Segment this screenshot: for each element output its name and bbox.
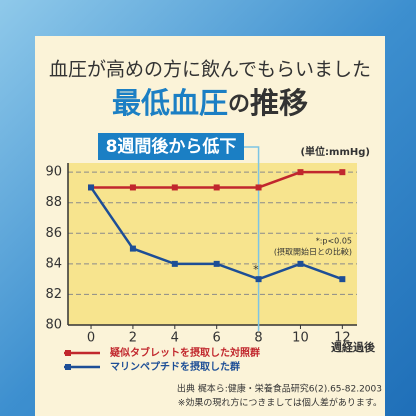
title-part: 最低血圧 bbox=[112, 86, 228, 120]
y-tick-label: 80 bbox=[45, 318, 62, 333]
data-point bbox=[339, 276, 346, 283]
legend-marker bbox=[65, 350, 71, 356]
note: *:p<0.05 bbox=[316, 237, 352, 246]
footnote: 出典 梶本ら:健康・栄養食品研究6(2).65-82.2003 bbox=[177, 383, 382, 395]
plot-area bbox=[68, 163, 357, 325]
x-tick-label: 6 bbox=[213, 331, 221, 346]
data-point bbox=[171, 184, 178, 191]
data-point bbox=[213, 260, 220, 267]
data-point bbox=[255, 184, 262, 191]
unit-label: (単位:mmHg) bbox=[300, 145, 370, 158]
data-point bbox=[129, 184, 136, 191]
y-tick-label: 88 bbox=[45, 195, 62, 210]
x-tick-label: 10 bbox=[292, 331, 309, 346]
subtitle: 血圧が高めの方に飲んでもらいました bbox=[49, 59, 371, 81]
y-tick-label: 90 bbox=[45, 165, 62, 180]
data-point bbox=[255, 276, 262, 283]
x-axis-label: 週経過後 bbox=[331, 340, 376, 354]
y-tick-label: 82 bbox=[45, 287, 62, 302]
legend-label: 疑似タブレットを摂取した対照群 bbox=[110, 346, 260, 359]
legend-marker bbox=[65, 364, 71, 370]
data-point bbox=[129, 245, 136, 252]
y-tick-label: 84 bbox=[45, 256, 62, 271]
legend-label: マリンペプチドを摂取した群 bbox=[110, 360, 240, 373]
title-part: 推移 bbox=[250, 86, 308, 120]
data-point bbox=[339, 169, 346, 176]
note: (摂取開始日との比較) bbox=[274, 247, 352, 257]
highlight-line bbox=[244, 146, 260, 331]
badge-box bbox=[98, 133, 244, 160]
title: 最低血圧の推移 bbox=[112, 86, 308, 120]
annotation: * bbox=[253, 263, 259, 276]
data-point bbox=[297, 169, 304, 176]
data-point bbox=[297, 260, 304, 267]
data-point bbox=[171, 260, 178, 267]
x-tick-label: 0 bbox=[87, 331, 95, 346]
data-point bbox=[88, 184, 95, 191]
footnote: ※効果の現れ方につきましては個人差があります。 bbox=[178, 397, 382, 409]
data-point bbox=[213, 184, 220, 191]
y-tick-label: 86 bbox=[45, 226, 62, 241]
x-tick-label: 2 bbox=[129, 331, 137, 346]
x-tick-label: 4 bbox=[171, 331, 179, 346]
title-part: の bbox=[228, 92, 250, 117]
badge: 8週間後から低下 bbox=[106, 136, 237, 157]
x-tick-label: 8 bbox=[254, 331, 262, 346]
x-tick-label: 12 bbox=[334, 331, 351, 346]
